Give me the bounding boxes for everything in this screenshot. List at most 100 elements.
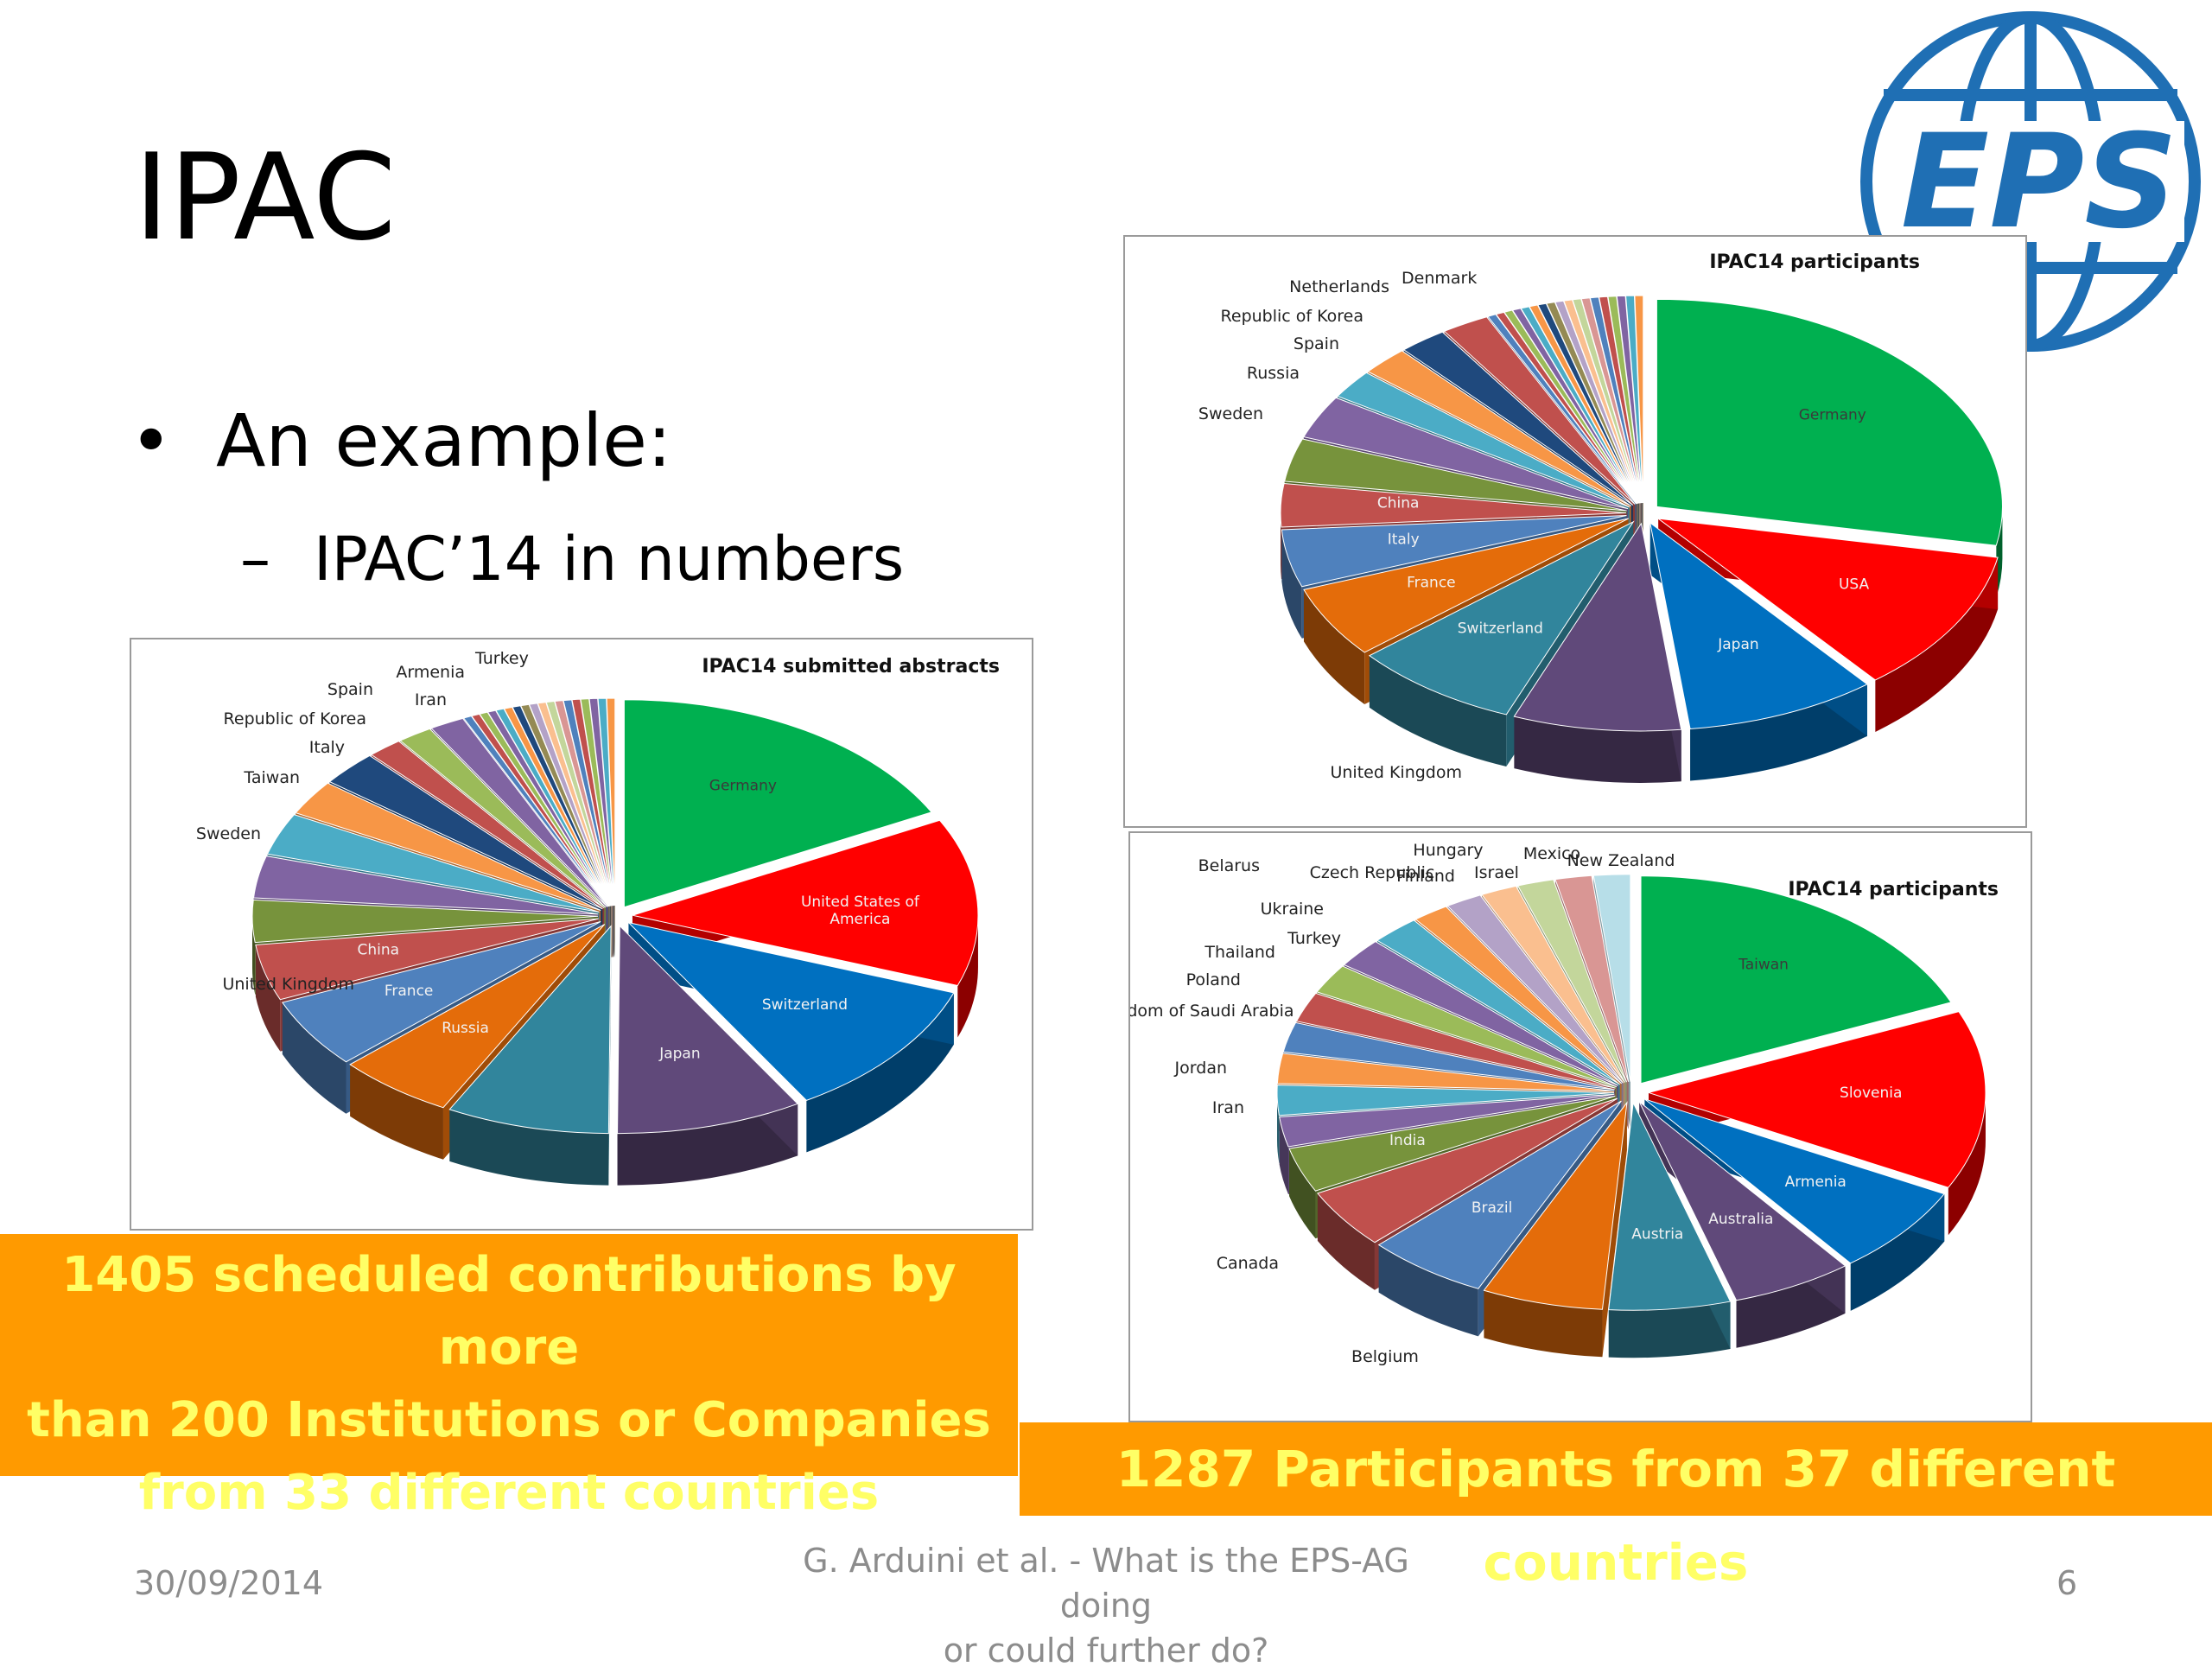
chart-svg-abstracts: IPAC14 submitted abstracts Germany United… [196,649,1000,1186]
slice-label-armenia: Armenia [1785,1174,1847,1191]
callout-line-3: from 33 different countries [138,1465,880,1521]
slice-side-india [1289,1148,1316,1239]
chart-svg-participants-bottom: IPAC14 participants Taiwan Slovenia Armeni… [1130,841,1999,1366]
chart-participants-top: IPAC14 participants Germany USA Japan Switz… [1123,235,2027,828]
slice-side-japan [617,1104,798,1186]
slice-label-france: France [385,983,434,1000]
slice-united-kingdom [448,925,612,1135]
slice-iran [370,741,605,909]
slice-turkey [1316,965,1618,1088]
slide-title: IPAC [134,128,397,267]
slice-italy [266,814,600,913]
slice-thailand [1295,992,1616,1089]
slice-label-slovenia: Slovenia [1840,1085,1902,1102]
label-armenia: Armenia [396,663,465,682]
slice-side-belgium [1484,1290,1603,1358]
page-number: 6 [2056,1564,2078,1602]
label-united-kingdom: United Kingdom [222,975,354,994]
label-sweden: Sweden [1198,404,1263,423]
label-czech-republic: Czech Republic [1310,863,1435,882]
label-jordan: Jordan [1174,1059,1227,1078]
slice-germany [1656,298,2003,546]
slice-france [1303,518,1629,653]
label-mexico: Mexico [1523,844,1580,863]
label-belarus: Belarus [1198,856,1260,875]
slice-side-canada [1317,1193,1375,1290]
slice-side-france [1303,589,1365,704]
slice-label-france: France [1407,575,1456,592]
slice-side-switzerland [1369,655,1507,767]
slice-label-germany: Germany [709,778,777,795]
slice-iran [1279,1093,1615,1148]
participants-callout: 1287 Participants from 37 different coun… [1020,1422,2212,1592]
chart-title: IPAC14 participants [1709,251,1920,273]
label-republic-of-korea: Republic of Korea [224,709,366,728]
slice-label-india: India [1389,1132,1426,1149]
slice-slovenia [1647,1011,1986,1188]
label-thailand: Thailand [1204,943,1275,962]
sub-bullet-item: – IPAC’14 in numbers [240,529,904,589]
bullet-item: • An example: [130,404,671,477]
slice-china [255,918,599,1001]
eps-logo-text: EPS [1901,107,2177,258]
slice-label-taiwan: Taiwan [1738,957,1789,974]
callout-line-1: 1405 scheduled contributions by more [61,1247,957,1376]
label-poland: Poland [1186,970,1241,989]
slice-netherlands [1402,331,1634,506]
slice-canada [1317,1097,1618,1244]
slice-belarus [1376,919,1620,1085]
label-canada: Canada [1217,1254,1279,1273]
slice-russia [1303,397,1629,510]
label-new-zealand: New Zealand [1567,851,1675,870]
slice-republic-of-korea [1367,350,1632,507]
label-ukraine: Ukraine [1261,900,1324,919]
slice-side-usa [1875,557,1999,732]
slice-side-italy [1281,529,1302,639]
slice-india [1288,1095,1616,1192]
slice-denmark [1443,316,1636,505]
slice-austria [1608,1101,1732,1311]
slice-label-japan: Japan [1717,636,1758,653]
slice-label-australia: Australia [1708,1211,1773,1228]
slice-side-austria [1608,1301,1731,1358]
label-netherlands: Netherlands [1289,277,1389,296]
chart-submitted-abstracts: IPAC14 submitted abstracts Germany United… [130,638,1033,1231]
slice-label-united-states-of-america: United States of [801,894,920,911]
slice-side-switzerland [806,992,954,1153]
label-united-kingdom: United Kingdom [1330,763,1462,782]
slice-label-switzerland: Switzerland [1458,620,1543,637]
label-israel: Israel [1474,863,1519,882]
slice-side-brazil [1378,1244,1478,1337]
slice-side-united-kingdom [1514,716,1681,783]
slice-label-china: China [358,941,400,958]
slice-label-italy: Italy [1388,531,1420,548]
slice-taiwan [1640,875,1952,1085]
slice-taiwan [253,856,599,915]
slice-jordan [1276,1085,1615,1116]
label-spain: Spain [327,680,373,699]
slice-side-germany [1996,506,2003,598]
slice-armenia [1644,1098,1946,1264]
slice-usa [1656,518,1999,681]
slice-label-switzerland: Switzerland [762,996,848,1014]
label-republic-of-korea: Republic of Korea [1221,307,1363,326]
slice-sweden [1284,438,1627,512]
slice-armenia [399,728,607,908]
slice-brazil [1377,1100,1622,1289]
footer-citation: G. Arduini et al. - What is the EPS-AG d… [760,1538,1452,1673]
slice-france [281,921,601,1063]
label-iran: Iran [415,690,447,709]
slice-side-france [282,1002,346,1114]
slice-switzerland [626,921,955,1101]
slice-label-germany: Germany [1799,406,1866,423]
slice-australia [1638,1101,1847,1301]
slice-other [1634,295,1644,504]
callout-line-2: than 200 Institutions or Companies [27,1392,991,1448]
label-russia: Russia [1247,364,1300,383]
label-denmark: Denmark [1402,269,1477,288]
label-italy: Italy [309,738,345,757]
label-spain: Spain [1294,334,1339,353]
label-belgium: Belgium [1351,1347,1419,1366]
slice-israel [1516,879,1628,1083]
label-hungary: Hungary [1413,841,1483,860]
